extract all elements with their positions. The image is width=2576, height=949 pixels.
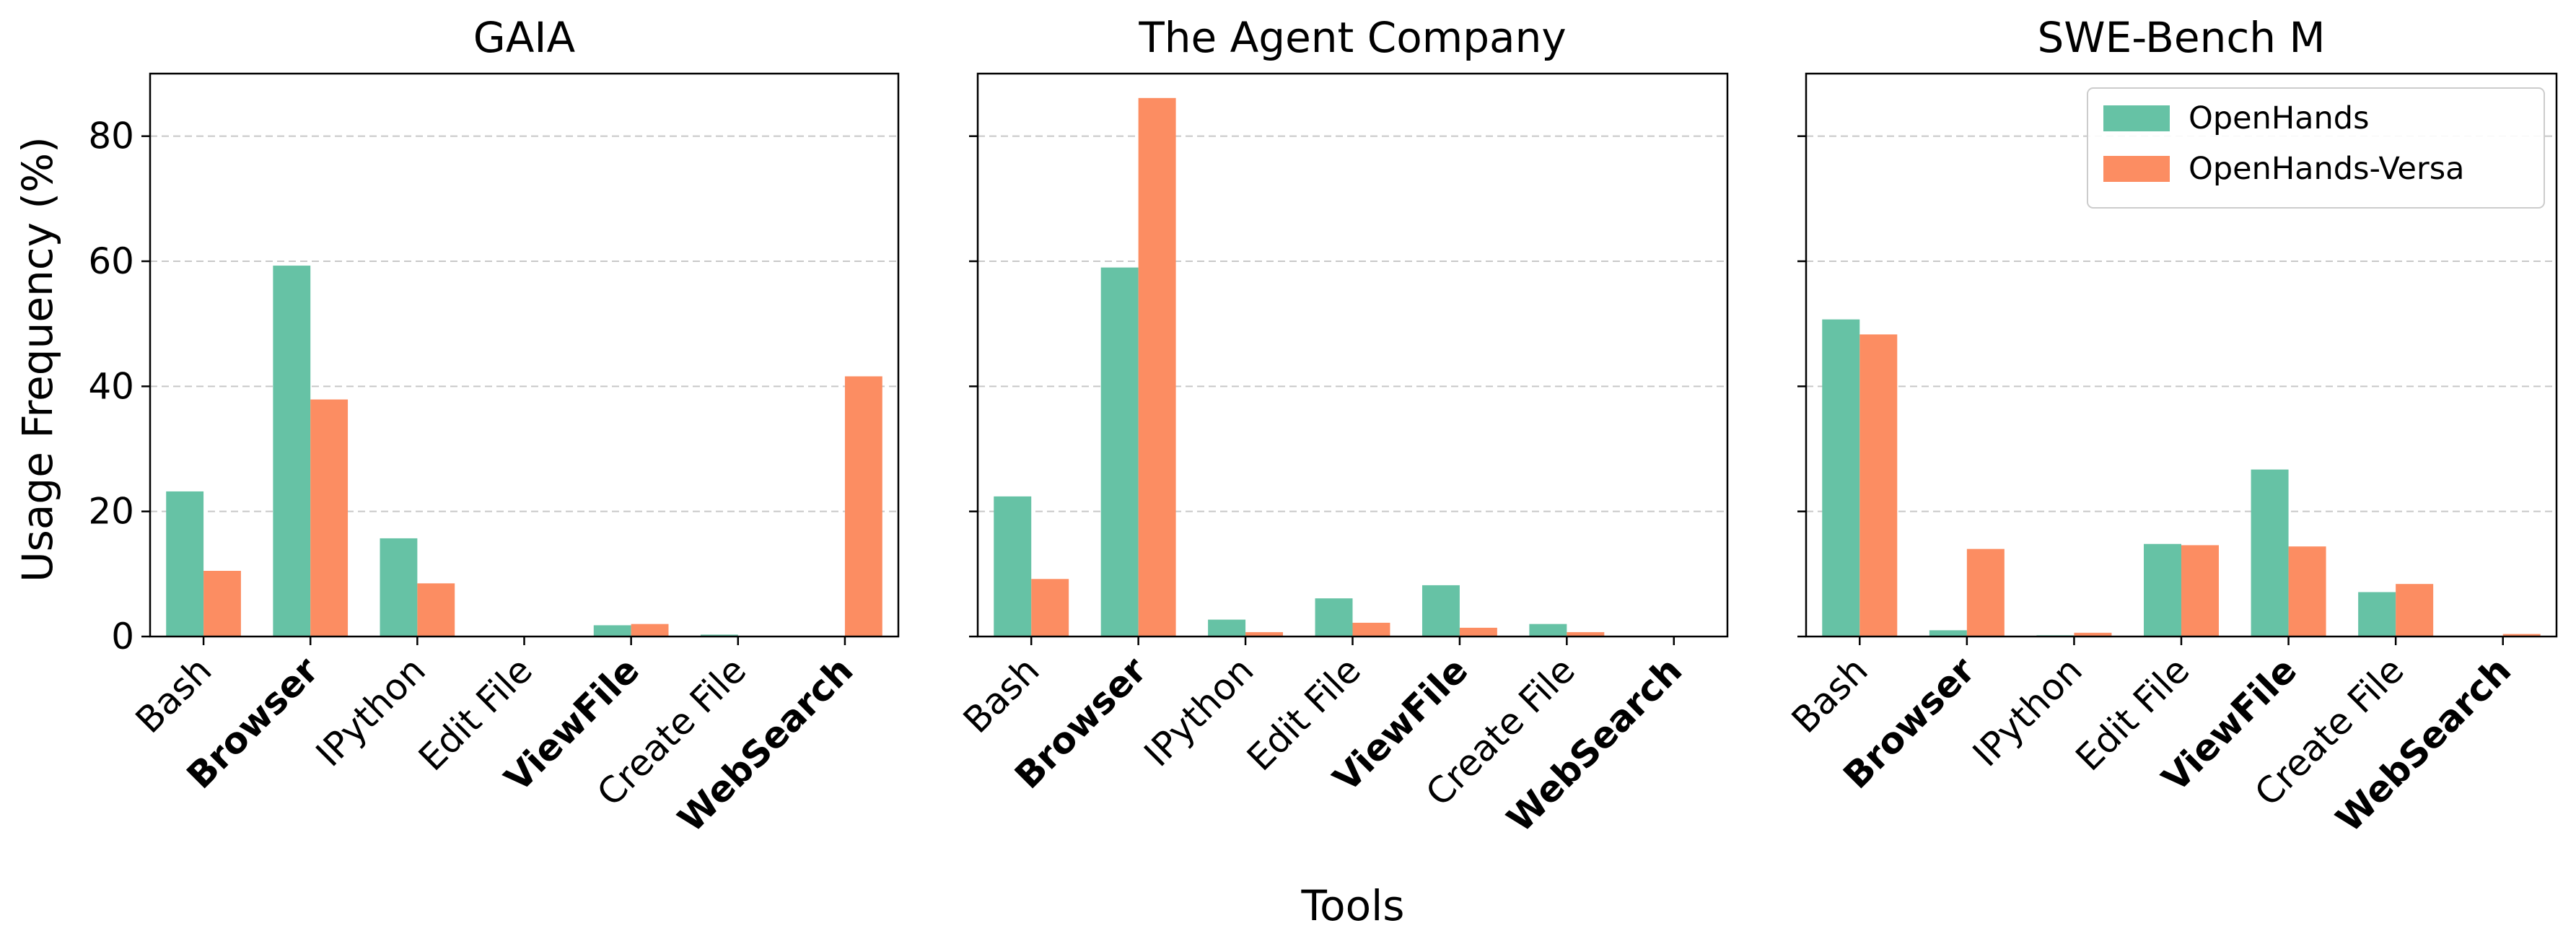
bar-openhands-bash	[994, 496, 1032, 637]
panel-title: GAIA	[473, 13, 576, 62]
bar-openhands-versa-browser	[310, 399, 349, 637]
legend-label: OpenHands	[2189, 100, 2369, 136]
bar-openhands-versa-viewfile	[1459, 627, 1497, 637]
bar-openhands-bash	[1822, 319, 1860, 637]
bar-openhands-versa-ipython	[2074, 632, 2112, 637]
bar-openhands-create-file	[700, 634, 738, 637]
x-axis-label: Tools	[1301, 881, 1405, 930]
bar-openhands-ipython	[380, 538, 418, 637]
x-tick-label: IPython	[1136, 649, 1262, 774]
y-tick-label: 80	[88, 115, 134, 157]
bar-openhands-create-file	[2358, 592, 2396, 637]
bar-openhands-versa-ipython	[417, 583, 455, 637]
bar-openhands-versa-websearch	[2502, 634, 2541, 637]
y-tick-label: 60	[88, 240, 134, 282]
bar-openhands-versa-browser	[1966, 548, 2005, 637]
bar-openhands-versa-bash	[203, 571, 241, 637]
bar-openhands-versa-create-file	[2396, 584, 2434, 637]
bar-openhands-versa-ipython	[1245, 631, 1284, 637]
legend-box	[2087, 87, 2545, 209]
bar-openhands-versa-bash	[1859, 334, 1898, 637]
bar-openhands-edit-file	[2144, 543, 2181, 637]
y-tick-label: 20	[88, 491, 134, 533]
y-tick-label: 40	[88, 365, 134, 407]
x-tick-label: Bash	[955, 649, 1048, 741]
bar-openhands-edit-file	[1315, 598, 1353, 637]
bar-openhands-versa-edit-file	[2181, 545, 2219, 637]
legend-swatch	[2103, 156, 2170, 182]
y-tick-label: 0	[111, 616, 134, 657]
bar-openhands-browser	[1100, 267, 1139, 637]
bar-openhands-bash	[166, 491, 204, 637]
bar-openhands-versa-websearch	[844, 376, 882, 637]
bar-openhands-versa-browser	[1138, 97, 1176, 637]
bar-openhands-versa-viewfile	[2288, 546, 2326, 637]
x-tick-label: Bash	[1784, 649, 1876, 741]
x-tick-label: IPython	[308, 649, 434, 774]
bar-openhands-versa-edit-file	[1352, 622, 1390, 637]
bar-openhands-versa-bash	[1031, 579, 1069, 637]
bar-openhands-versa-viewfile	[631, 624, 669, 637]
bar-openhands-versa-create-file	[1567, 631, 1605, 637]
panel-title: The Agent Company	[1138, 13, 1566, 62]
legend-label: OpenHands-Versa	[2189, 151, 2464, 187]
panel-title: SWE-Bench M	[2037, 13, 2325, 62]
legend-swatch	[2103, 105, 2170, 131]
bar-openhands-create-file	[1529, 624, 1567, 637]
axes-frame	[976, 72, 1729, 638]
bar-openhands-browser	[273, 266, 311, 637]
axes-frame	[149, 72, 900, 638]
bar-openhands-viewfile	[1421, 585, 1460, 637]
bar-openhands-browser	[1929, 630, 1967, 637]
bar-openhands-viewfile	[2251, 469, 2289, 637]
bar-openhands-viewfile	[593, 625, 631, 637]
x-tick-label: Bash	[128, 649, 220, 741]
x-tick-label: IPython	[1965, 649, 2090, 774]
y-axis-label: Usage Frequency (%)	[13, 136, 62, 582]
bar-openhands-ipython	[1208, 619, 1246, 637]
legend: OpenHands OpenHands-Versa	[2087, 87, 2545, 209]
